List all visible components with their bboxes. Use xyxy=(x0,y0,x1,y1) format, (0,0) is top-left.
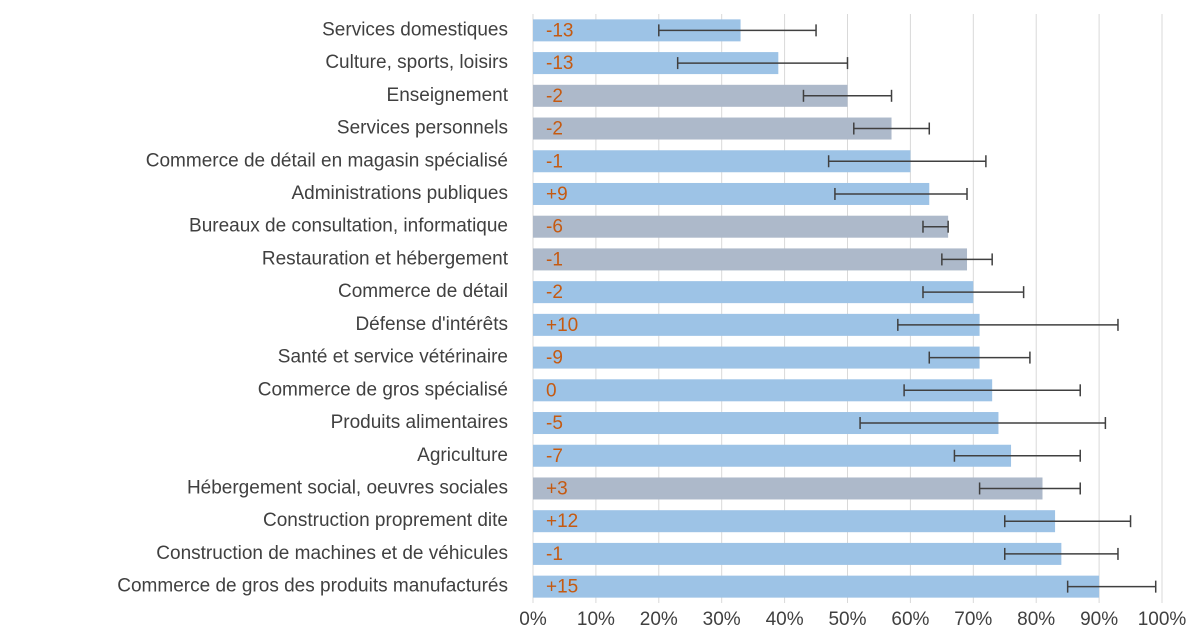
error-bar xyxy=(897,318,1119,331)
data-label: 0 xyxy=(546,380,557,401)
error-bar xyxy=(1004,515,1132,528)
error-bar xyxy=(853,122,931,135)
y-tick-label: Agriculture xyxy=(417,445,508,466)
y-tick-label: Construction de machines et de véhicules xyxy=(156,543,508,564)
bar xyxy=(533,182,930,205)
error-bar xyxy=(903,384,1081,397)
data-label: +9 xyxy=(546,184,568,205)
x-tick-label: 10% xyxy=(577,609,615,630)
bar xyxy=(533,346,980,369)
x-tick-label: 20% xyxy=(640,609,678,630)
data-label: -1 xyxy=(546,249,563,270)
y-tick-label: Commerce de détail en magasin spécialisé xyxy=(146,150,508,171)
y-tick-label: Administrations publiques xyxy=(291,183,508,204)
data-label: -9 xyxy=(546,348,563,369)
data-label: +3 xyxy=(546,478,568,499)
error-bar xyxy=(802,89,893,102)
bar xyxy=(533,117,892,140)
error-bar xyxy=(928,351,1031,364)
x-tick-label: 70% xyxy=(954,609,992,630)
error-bar xyxy=(827,155,987,168)
error-bar xyxy=(941,253,993,266)
bar xyxy=(533,313,980,336)
bar xyxy=(533,84,848,107)
bar xyxy=(533,19,741,42)
x-tick-label: 50% xyxy=(828,609,866,630)
y-tick-label: Enseignement xyxy=(387,85,509,106)
y-tick-label: Commerce de gros des produits manufactur… xyxy=(117,576,508,597)
error-bar xyxy=(978,482,1081,495)
error-bar xyxy=(658,24,817,37)
error-bar xyxy=(676,57,849,70)
error-bar xyxy=(922,286,1025,299)
bar xyxy=(533,542,1062,565)
data-label: -6 xyxy=(546,217,563,238)
data-label: -5 xyxy=(546,413,563,434)
x-tick-label: 90% xyxy=(1080,609,1118,630)
data-label: -1 xyxy=(546,544,563,565)
y-tick-label: Santé et service vétérinaire xyxy=(278,347,508,368)
y-tick-label: Bureaux de consultation, informatique xyxy=(189,216,508,237)
data-label: -7 xyxy=(546,446,563,467)
x-tick-label: 80% xyxy=(1017,609,1055,630)
error-bar xyxy=(1066,580,1157,593)
x-tick-label: 0% xyxy=(519,609,547,630)
error-bar xyxy=(834,187,968,200)
bar xyxy=(533,215,949,238)
x-tick-label: 30% xyxy=(703,609,741,630)
bar xyxy=(533,575,1100,598)
x-tick-label: 40% xyxy=(766,609,804,630)
x-tick-label: 100% xyxy=(1138,609,1187,630)
y-tick-label: Construction proprement dite xyxy=(263,510,508,531)
bar xyxy=(533,379,993,402)
y-tick-label: Restauration et hébergement xyxy=(262,248,509,269)
bar xyxy=(533,281,974,304)
bar xyxy=(533,52,779,75)
data-label: -1 xyxy=(546,151,563,172)
bar xyxy=(533,248,968,271)
error-bar xyxy=(953,449,1081,462)
error-bar xyxy=(859,417,1107,430)
data-label: +15 xyxy=(546,577,578,598)
data-label: -2 xyxy=(546,119,563,140)
y-tick-label: Services personnels xyxy=(337,118,508,139)
data-label: -2 xyxy=(546,86,563,107)
y-tick-label: Services domestiques xyxy=(322,19,508,40)
y-tick-label: Commerce de gros spécialisé xyxy=(258,379,508,400)
data-label: -13 xyxy=(546,53,573,74)
y-tick-label: Hébergement social, oeuvres sociales xyxy=(187,477,508,498)
error-bar xyxy=(922,220,949,233)
data-label: +10 xyxy=(546,315,578,336)
data-label: -13 xyxy=(546,20,573,41)
bar xyxy=(533,412,999,435)
bar xyxy=(533,150,911,173)
y-tick-label: Produits alimentaires xyxy=(331,412,508,433)
bar xyxy=(533,444,1012,467)
x-tick-label: 60% xyxy=(891,609,929,630)
bar xyxy=(533,510,1056,533)
bar xyxy=(533,477,1043,500)
y-tick-label: Culture, sports, loisirs xyxy=(325,52,508,73)
data-label: -2 xyxy=(546,282,563,303)
error-bar xyxy=(1004,547,1119,560)
y-tick-label: Commerce de détail xyxy=(338,281,508,302)
y-tick-label: Défense d'intérêts xyxy=(355,314,508,335)
data-label: +12 xyxy=(546,511,578,532)
